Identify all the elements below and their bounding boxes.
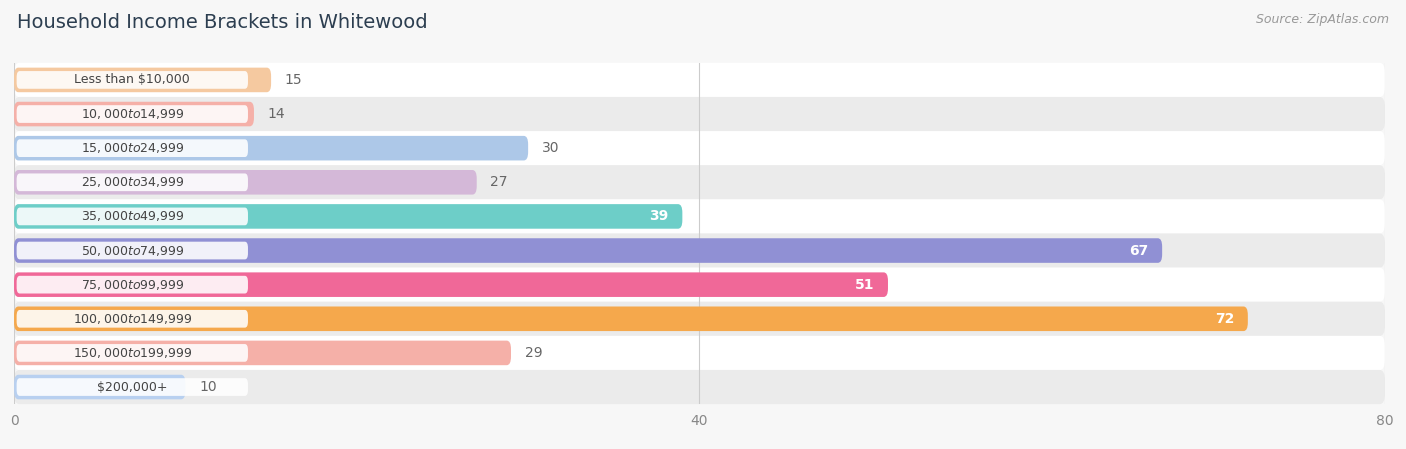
Text: 29: 29 (524, 346, 543, 360)
Text: Source: ZipAtlas.com: Source: ZipAtlas.com (1256, 13, 1389, 26)
Text: $35,000 to $49,999: $35,000 to $49,999 (80, 209, 184, 224)
Text: $100,000 to $149,999: $100,000 to $149,999 (73, 312, 193, 326)
FancyBboxPatch shape (14, 204, 682, 229)
Text: Household Income Brackets in Whitewood: Household Income Brackets in Whitewood (17, 13, 427, 32)
FancyBboxPatch shape (17, 242, 247, 260)
Text: $25,000 to $34,999: $25,000 to $34,999 (80, 175, 184, 189)
Text: $150,000 to $199,999: $150,000 to $199,999 (73, 346, 193, 360)
FancyBboxPatch shape (14, 370, 1385, 404)
FancyBboxPatch shape (17, 310, 247, 328)
Text: $50,000 to $74,999: $50,000 to $74,999 (80, 243, 184, 258)
FancyBboxPatch shape (14, 199, 1385, 233)
FancyBboxPatch shape (14, 273, 889, 297)
Text: 27: 27 (491, 175, 508, 189)
FancyBboxPatch shape (17, 276, 247, 294)
Text: 14: 14 (267, 107, 285, 121)
Text: 51: 51 (855, 277, 875, 292)
Text: $200,000+: $200,000+ (97, 381, 167, 393)
Text: 67: 67 (1129, 243, 1149, 258)
FancyBboxPatch shape (17, 71, 247, 89)
FancyBboxPatch shape (14, 165, 1385, 199)
FancyBboxPatch shape (17, 105, 247, 123)
FancyBboxPatch shape (14, 131, 1385, 165)
FancyBboxPatch shape (14, 63, 1385, 97)
Text: 39: 39 (650, 209, 669, 224)
FancyBboxPatch shape (14, 170, 477, 194)
FancyBboxPatch shape (17, 139, 247, 157)
Text: 10: 10 (200, 380, 217, 394)
FancyBboxPatch shape (14, 375, 186, 399)
FancyBboxPatch shape (14, 336, 1385, 370)
FancyBboxPatch shape (14, 238, 1163, 263)
Text: 30: 30 (541, 141, 560, 155)
FancyBboxPatch shape (14, 68, 271, 92)
FancyBboxPatch shape (17, 207, 247, 225)
Text: Less than $10,000: Less than $10,000 (75, 74, 190, 86)
FancyBboxPatch shape (17, 344, 247, 362)
Text: $75,000 to $99,999: $75,000 to $99,999 (80, 277, 184, 292)
FancyBboxPatch shape (14, 136, 529, 160)
FancyBboxPatch shape (14, 307, 1249, 331)
Text: $10,000 to $14,999: $10,000 to $14,999 (80, 107, 184, 121)
FancyBboxPatch shape (14, 302, 1385, 336)
Text: $15,000 to $24,999: $15,000 to $24,999 (80, 141, 184, 155)
FancyBboxPatch shape (14, 102, 254, 126)
FancyBboxPatch shape (17, 378, 247, 396)
Text: 15: 15 (285, 73, 302, 87)
FancyBboxPatch shape (17, 173, 247, 191)
FancyBboxPatch shape (14, 97, 1385, 131)
FancyBboxPatch shape (14, 341, 510, 365)
FancyBboxPatch shape (14, 233, 1385, 268)
Text: 72: 72 (1215, 312, 1234, 326)
FancyBboxPatch shape (14, 268, 1385, 302)
